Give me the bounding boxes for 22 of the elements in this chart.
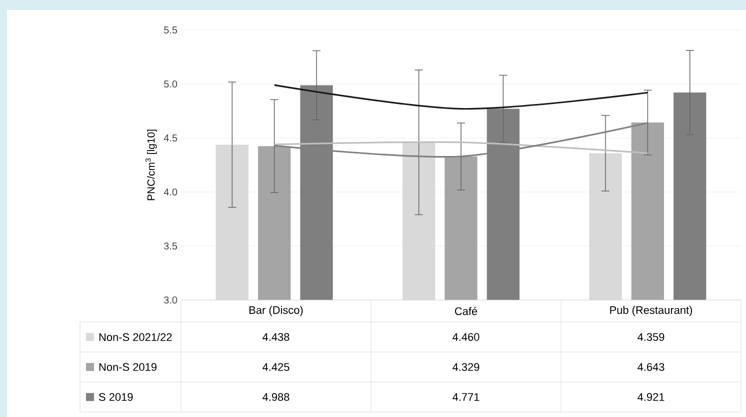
data-label: 4.643 <box>638 363 664 371</box>
data-label: 4.438 <box>262 333 290 341</box>
y-tick-label: 4.0 <box>164 188 178 196</box>
data-label: 4.921 <box>638 393 664 401</box>
y-axis-title: PNC/cm$^{3}$ [lg10] <box>146 130 157 200</box>
x-tick-label: Café <box>454 306 478 316</box>
legend-label: S 2019 <box>99 393 133 401</box>
data-label: 4.460 <box>452 333 480 341</box>
legend-label: Non-S 2019 <box>99 363 156 371</box>
data-label: 4.771 <box>452 393 480 401</box>
data-label: 4.425 <box>262 363 290 371</box>
x-tick-label: Bar (Disco) <box>250 306 303 316</box>
y-tick-label: 3.0 <box>164 296 178 304</box>
y-tick-label: 3.5 <box>164 242 178 250</box>
x-tick-label: Pub (Restaurant) <box>610 306 692 316</box>
y-tick-label: 5.0 <box>164 80 178 88</box>
data-label: 4.329 <box>452 363 480 371</box>
data-label: 4.988 <box>262 393 290 401</box>
y-tick-label: 5.5 <box>164 26 178 34</box>
y-tick-label: 4.5 <box>164 134 178 142</box>
legend-label: Non-S 2021/22 <box>99 332 172 342</box>
data-label: 4.359 <box>638 333 664 341</box>
